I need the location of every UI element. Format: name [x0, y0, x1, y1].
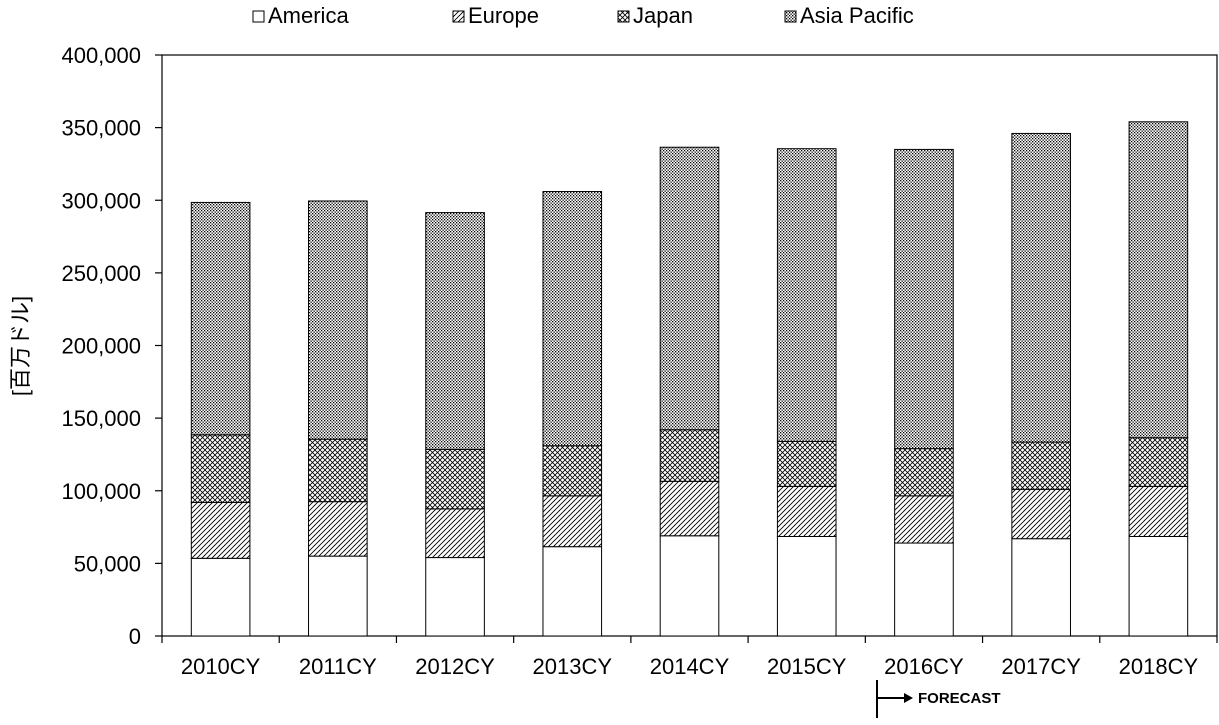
bar-segment-asia-pacific — [659, 146, 720, 431]
bar-segment-america — [776, 536, 837, 637]
legend-swatch — [617, 10, 630, 23]
bar-stack-2010CY — [190, 201, 251, 637]
y-tick-label: 200,000 — [61, 334, 141, 359]
bar-segment-asia-pacific — [894, 148, 954, 450]
bar-stack-2014CY — [659, 146, 720, 637]
legend-swatch — [784, 10, 797, 23]
legend-item: Europe — [452, 3, 539, 28]
bar-segment-japan — [894, 448, 954, 497]
bar-segment-europe — [190, 501, 251, 559]
forecast-arrow-icon — [904, 693, 913, 703]
bar-segment-asia-pacific — [1011, 132, 1071, 443]
x-tick-label: 2012CY — [415, 654, 495, 679]
forecast-label: FORECAST — [918, 690, 1001, 707]
y-tick-label: 350,000 — [61, 116, 141, 141]
bar-segment-america — [308, 555, 368, 637]
forecast-annotation: FORECAST — [876, 680, 1001, 718]
bars — [190, 121, 1189, 637]
bar-segment-europe — [308, 501, 368, 557]
bar-segment-asia-pacific — [425, 212, 485, 450]
x-tick-label: 2015CY — [767, 654, 847, 679]
legend-item: America — [252, 3, 349, 28]
y-axis: 0 50,000 100,000 150,000 200,000 250,000 300,0… — [61, 43, 162, 649]
x-tick-label: 2013CY — [533, 654, 613, 679]
bar-stack-2015CY — [776, 148, 837, 637]
x-axis: 2010CY 2011CY 2012CY 2013CY 2014CY 2015CY 2016… — [161, 636, 1218, 679]
legend-item: Asia Pacific — [784, 3, 914, 28]
y-tick-label: 50,000 — [74, 551, 141, 576]
legend-item: Japan — [617, 3, 693, 28]
bar-segment-america — [425, 557, 485, 637]
bar-segment-asia-pacific — [776, 148, 837, 442]
y-axis-label: [百万ドル] — [8, 296, 33, 396]
bar-segment-europe — [542, 495, 603, 548]
bar-stack-2017CY — [1011, 132, 1071, 637]
bar-segment-japan — [1011, 441, 1071, 490]
bar-segment-japan — [659, 429, 720, 482]
y-tick-label: 400,000 — [61, 43, 141, 68]
bar-segment-japan — [308, 438, 368, 503]
bar-stack-2013CY — [542, 191, 603, 637]
bar-segment-japan — [542, 445, 603, 497]
bar-segment-japan — [776, 440, 837, 487]
legend-label: Europe — [468, 3, 539, 28]
y-tick-label: 300,000 — [61, 188, 141, 213]
bar-segment-japan — [425, 448, 485, 510]
legend-label: Japan — [633, 3, 693, 28]
bar-stack-2018CY — [1128, 121, 1189, 637]
bar-stack-2011CY — [308, 200, 368, 637]
bar-segment-japan — [1128, 437, 1189, 487]
bar-segment-asia-pacific — [1128, 121, 1189, 439]
bar-segment-america — [542, 546, 603, 637]
x-tick-label: 2016CY — [884, 654, 964, 679]
bar-segment-asia-pacific — [308, 200, 368, 440]
bar-segment-japan — [190, 434, 251, 503]
legend-label: America — [268, 3, 349, 28]
bar-segment-america — [1128, 536, 1189, 637]
x-tick-label: 2011CY — [299, 654, 377, 679]
bar-segment-europe — [659, 480, 720, 537]
y-tick-label: 100,000 — [61, 479, 141, 504]
bar-segment-europe — [1011, 488, 1071, 540]
legend-swatch — [252, 10, 265, 23]
bar-segment-europe — [776, 485, 837, 538]
bar-segment-asia-pacific — [542, 191, 603, 447]
bar-segment-europe — [425, 508, 485, 559]
x-tick-label: 2018CY — [1119, 654, 1199, 679]
y-tick-label: 150,000 — [61, 406, 141, 431]
legend: America Europe Japan Asia Pacific — [252, 3, 914, 28]
y-tick-label: 250,000 — [61, 261, 141, 286]
x-tick-label: 2014CY — [650, 654, 730, 679]
bar-segment-america — [894, 542, 954, 637]
x-tick-label: 2010CY — [181, 654, 261, 679]
bar-stack-2016CY — [894, 148, 954, 637]
y-tick-label: 0 — [129, 624, 141, 649]
bar-segment-europe — [1128, 485, 1189, 538]
legend-swatch — [452, 10, 465, 23]
bar-segment-europe — [894, 495, 954, 544]
bar-stack-2012CY — [425, 212, 485, 637]
bar-segment-america — [190, 557, 251, 637]
legend-label: Asia Pacific — [800, 3, 914, 28]
x-tick-label: 2017CY — [1001, 654, 1081, 679]
bar-segment-america — [659, 535, 720, 637]
bar-segment-asia-pacific — [190, 201, 251, 436]
bar-segment-america — [1011, 538, 1071, 637]
